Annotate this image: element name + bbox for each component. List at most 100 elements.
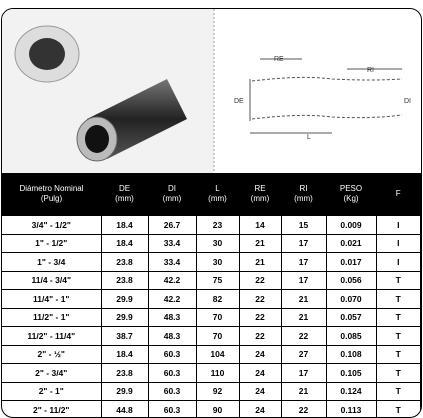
table-cell: I [375, 233, 421, 253]
table-cell: 90 [195, 400, 240, 417]
table-cell: 24 [238, 381, 282, 401]
table-cell: 14 [238, 215, 282, 235]
table-row: 11/2" - 11/4" 38.7 48.3 70 22 22 0.085 T [2, 326, 421, 346]
table-cell: 110 [195, 363, 240, 383]
table-cell: 0.124 [325, 381, 377, 401]
table-cell: 17 [280, 252, 327, 272]
table-cell: T [375, 344, 421, 364]
table-cell: T [375, 326, 421, 346]
table-row: 2" - 3/4" 23.8 60.3 110 24 17 0.105 T [2, 363, 421, 383]
table-row: 11/4 - 3/4" 23.8 42.2 75 22 17 0.056 T [2, 270, 421, 290]
table-cell: 70 [195, 307, 240, 327]
table-cell: 18.4 [100, 215, 149, 235]
table-cell: 11/2" - 11/4" [2, 326, 102, 346]
table-cell: 24 [238, 363, 282, 383]
table-cell: 26.7 [147, 215, 197, 235]
table-cell: 24 [238, 344, 282, 364]
table-cell: 0.085 [325, 326, 377, 346]
header-cell: RI (mm) [281, 173, 326, 216]
table-cell: 27 [280, 344, 327, 364]
table-cell: 42.2 [147, 270, 197, 290]
table-cell: 2" - 11/2" [2, 400, 102, 417]
table-cell: 92 [195, 381, 240, 401]
table-cell: 48.3 [147, 326, 197, 346]
table-cell: 75 [195, 270, 240, 290]
table-cell: T [375, 270, 421, 290]
table-cell: I [375, 215, 421, 235]
table-row: 3/4" - 1/2" 18.4 26.7 23 14 15 0.009 I [2, 215, 421, 235]
table-cell: 17 [280, 270, 327, 290]
header-unit: (mm) [208, 194, 227, 203]
table-cell: 23.8 [100, 252, 149, 272]
table-cell: 21 [280, 289, 327, 309]
header-unit: (Pulg) [40, 194, 63, 203]
table-cell: 0.105 [325, 363, 377, 383]
table-cell: 0.108 [325, 344, 377, 364]
table-cell: 2" - 3/4" [2, 363, 102, 383]
header-cell: L (mm) [196, 173, 239, 216]
header-cell: F [376, 173, 421, 216]
table-cell: 15 [280, 215, 327, 235]
table-cell: 29.9 [100, 289, 149, 309]
table-row: 11/2" - 1" 29.9 48.3 70 22 21 0.057 T [2, 307, 421, 327]
table-cell: 33.4 [147, 252, 197, 272]
table-row: 11/4" - 1" 29.9 42.2 82 22 21 0.070 T [2, 289, 421, 309]
header-cell: Diámetro Nominal (Pulg) [2, 173, 101, 216]
header-unit: (Kg) [343, 194, 359, 203]
figures: RE RI DE DI L [2, 9, 411, 173]
header-name: DI [168, 184, 176, 193]
table-cell: 1" - 3/4 [2, 252, 102, 272]
header-unit: (mm) [250, 194, 270, 203]
label-l: L [307, 134, 311, 141]
table-cell: 2" - ½" [2, 344, 102, 364]
table-cell: 1" - 1/2" [2, 233, 102, 253]
header-name: RE [254, 184, 266, 193]
table-cell: 104 [195, 344, 240, 364]
table-cell: 21 [238, 252, 282, 272]
header-unit: (mm) [115, 194, 134, 203]
table-cell: 3/4" - 1/2" [2, 215, 102, 235]
table-cell: 17 [280, 363, 327, 383]
table-cell: T [375, 289, 421, 309]
table-cell: 22 [280, 326, 327, 346]
table-cell: 22 [280, 400, 327, 417]
header-unit: (mm) [294, 194, 313, 203]
table-cell: 60.3 [147, 344, 197, 364]
table-cell: 30 [195, 233, 240, 253]
table-cell: 0.009 [325, 215, 377, 235]
table-cell: I [375, 252, 421, 272]
table-cell: 22 [238, 307, 282, 327]
table-cell: 23.8 [100, 270, 149, 290]
table-cell: T [375, 400, 421, 417]
photo [14, 25, 187, 162]
header-name: PESO [339, 184, 363, 193]
drawing [249, 58, 403, 134]
header-cell: RE (mm) [239, 173, 281, 216]
table-cell: 18.4 [100, 233, 149, 253]
table-cell: 30 [195, 252, 240, 272]
table-cell: 0.070 [325, 289, 377, 309]
table-row: 2" - 11/2" 44.8 60.3 90 24 22 0.113 T [2, 400, 421, 417]
header-name: F [395, 189, 401, 198]
table-cell: 22 [238, 270, 282, 290]
table-cell: 0.021 [325, 233, 377, 253]
table-row: 2" - 1" 29.9 60.3 92 24 21 0.124 T [2, 381, 421, 401]
table-cell: 60.3 [147, 400, 197, 417]
header-name: DE [118, 184, 131, 193]
table-cell: 24 [238, 400, 282, 417]
table-cell: 0.017 [325, 252, 377, 272]
table-cell: 22 [238, 289, 282, 309]
label-di: DI [404, 98, 411, 105]
table-cell: 18.4 [100, 344, 149, 364]
table-cell: 22 [238, 326, 282, 346]
label-re: RE [274, 56, 284, 63]
table-cell: T [375, 307, 421, 327]
table-cell: 23.8 [100, 363, 149, 383]
table-cell: 11/4" - 1" [2, 289, 102, 309]
table-row: 1" - 3/4 23.8 33.4 30 21 17 0.017 I [2, 252, 421, 272]
table-cell: 11/4 - 3/4" [2, 270, 102, 290]
header-cell: PESO (Kg) [326, 173, 376, 216]
table-cell: 21 [238, 233, 282, 253]
header-name: RI [299, 184, 308, 193]
